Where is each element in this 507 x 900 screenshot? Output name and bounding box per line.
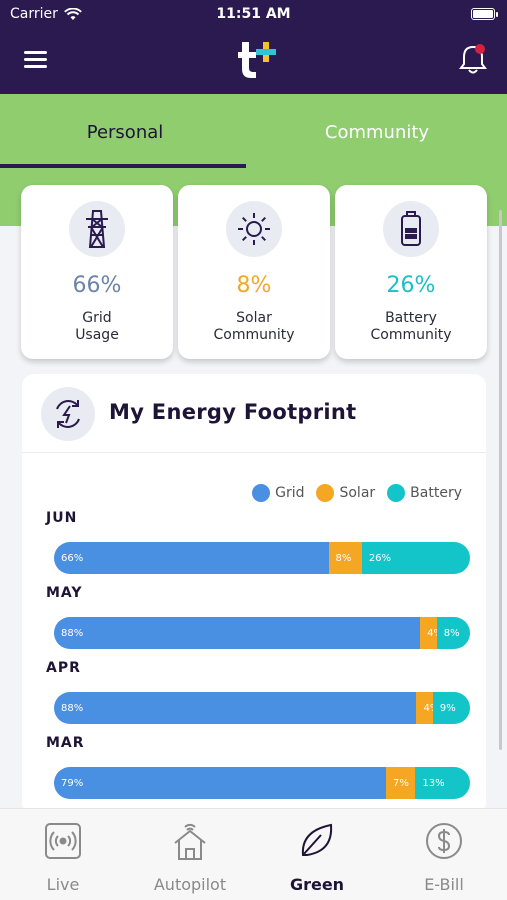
transmission-tower-icon — [86, 210, 108, 248]
legend-label: Solar — [339, 485, 376, 501]
status-bar: Carrier 11:51 AM — [0, 0, 507, 28]
sun-icon — [238, 213, 270, 245]
month-label: MAY — [46, 585, 83, 601]
legend-battery: Battery — [387, 484, 462, 502]
app-header — [0, 28, 507, 94]
notification-bell-icon[interactable] — [459, 42, 487, 76]
chart-legend: Grid Solar Battery — [252, 484, 462, 502]
nav-label: Live — [46, 875, 80, 894]
stacked-bar[interactable]: 88%4%8% — [54, 617, 470, 649]
view-tabs: Personal Community — [0, 94, 507, 168]
wifi-icon — [64, 7, 82, 20]
carrier-label: Carrier — [10, 6, 58, 22]
month-label: MAR — [46, 735, 85, 751]
energy-cycle-icon — [56, 400, 80, 428]
scrollbar[interactable] — [499, 210, 502, 750]
bar-segment-battery: 26% — [361, 542, 470, 574]
card-solar-community[interactable]: 8% Solar Community — [178, 185, 330, 359]
nav-label: E-Bill — [424, 875, 464, 894]
tab-community[interactable]: Community — [324, 122, 430, 143]
autopilot-house-icon — [174, 823, 206, 860]
menu-icon — [24, 51, 47, 54]
card-value: 8% — [236, 273, 272, 298]
legend-solar: Solar — [316, 484, 375, 502]
bar-segment-solar: 7% — [385, 767, 416, 799]
card-value: 66% — [72, 273, 122, 298]
bar-segment-battery: 8% — [436, 617, 470, 649]
nav-label: Green — [289, 875, 345, 894]
card-label-line2: Community — [370, 327, 452, 343]
nav-autopilot[interactable]: Autopilot — [135, 821, 245, 894]
active-tab-indicator — [0, 164, 246, 168]
legend-label: Grid — [275, 485, 305, 501]
card-grid-usage[interactable]: 66% Grid Usage — [21, 185, 173, 359]
card-icon-circle — [69, 201, 125, 257]
battery-icon — [401, 211, 421, 246]
legend-grid: Grid — [252, 484, 304, 502]
stacked-bar[interactable]: 79% 7% 13% — [54, 767, 470, 799]
card-battery-community[interactable]: 26% Battery Community — [335, 185, 487, 359]
bar-segment-battery: 9% — [432, 692, 470, 724]
nav-live[interactable]: Live — [8, 821, 118, 894]
bar-segment-grid: 79% — [54, 767, 386, 799]
month-label: JUN — [46, 510, 78, 526]
nav-green[interactable]: Green — [262, 821, 372, 894]
card-label: Grid Usage — [21, 310, 173, 344]
card-icon-circle — [226, 201, 282, 257]
card-label-line1: Grid — [82, 310, 112, 326]
legend-dot — [387, 484, 406, 502]
menu-button[interactable] — [24, 51, 47, 69]
app-logo — [238, 42, 276, 78]
legend-dot — [316, 484, 335, 502]
month-label: APR — [46, 660, 81, 676]
card-label-line2: Usage — [75, 327, 119, 343]
nav-ebill[interactable]: E-Bill — [389, 821, 499, 894]
divider — [22, 452, 486, 453]
card-icon-circle — [383, 201, 439, 257]
nav-label: Autopilot — [153, 875, 227, 894]
legend-dot — [252, 484, 271, 502]
bar-segment-grid: 88% — [54, 692, 417, 724]
bottom-nav: Live Autopilot Green E-Bill — [0, 808, 507, 900]
summary-cards: 66% Grid Usage 8% Solar Community 26% Ba… — [21, 185, 487, 359]
bar-segment-solar: 4% — [416, 692, 433, 724]
card-label-line1: Battery — [385, 310, 437, 326]
bar-segment-grid: 66% — [54, 542, 329, 574]
status-battery-icon — [471, 8, 498, 20]
bar-segment-solar: 4% — [420, 617, 437, 649]
stacked-bar[interactable]: 88%4%9% — [54, 692, 470, 724]
card-label-line2: Community — [213, 327, 295, 343]
bar-segment-battery: 13% — [415, 767, 470, 799]
panel-title: My Energy Footprint — [109, 400, 357, 424]
dollar-icon — [426, 823, 462, 859]
leaf-icon — [301, 823, 333, 856]
card-label: Solar Community — [178, 310, 330, 344]
status-time: 11:51 AM — [216, 6, 291, 22]
card-label-line1: Solar — [236, 310, 272, 326]
stacked-bar[interactable]: 66% 8% 26% — [54, 542, 470, 574]
carrier: Carrier — [10, 6, 82, 22]
bar-segment-grid: 88% — [54, 617, 421, 649]
panel-icon-circle — [41, 387, 95, 441]
energy-footprint-panel: My Energy Footprint Grid Solar Battery J… — [22, 374, 486, 814]
live-signal-icon — [45, 823, 81, 859]
card-label: Battery Community — [335, 310, 487, 344]
card-value: 26% — [386, 273, 436, 298]
tab-personal[interactable]: Personal — [86, 122, 164, 143]
legend-label: Battery — [410, 485, 462, 501]
bar-segment-solar: 8% — [328, 542, 362, 574]
